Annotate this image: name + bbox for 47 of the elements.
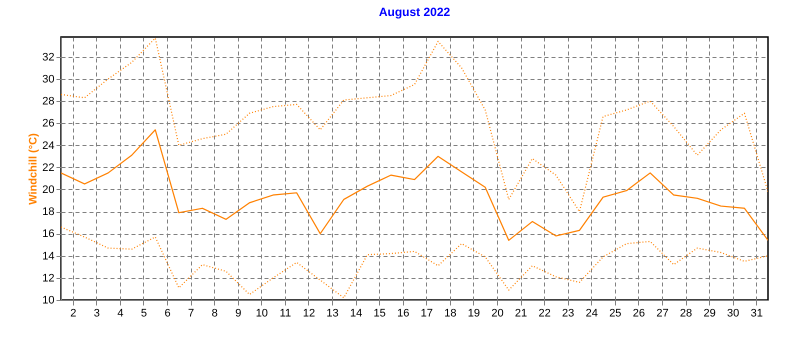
x-tick-label: 12 xyxy=(302,308,316,320)
x-tick-label: 25 xyxy=(609,308,622,320)
line-series xyxy=(61,129,768,241)
y-tick-label: 18 xyxy=(42,206,54,218)
y-tick-label: 20 xyxy=(42,184,54,196)
x-tick-label: 30 xyxy=(727,308,740,320)
y-axis-title: Windchill (°C) xyxy=(27,132,40,205)
y-tick-label: 10 xyxy=(42,294,54,306)
line-series xyxy=(61,226,768,298)
y-tick-label: 24 xyxy=(42,140,54,152)
y-tick-label: 12 xyxy=(42,272,54,284)
y-tick-label: 32 xyxy=(42,51,54,64)
x-tick-label: 15 xyxy=(374,308,386,320)
x-tick-label: 6 xyxy=(164,308,171,320)
y-tick-label: 14 xyxy=(42,250,54,262)
x-tick-label: 7 xyxy=(188,308,194,320)
y-tick-label: 30 xyxy=(42,73,54,86)
x-tick-label: 4 xyxy=(117,308,124,320)
x-tick-label: 21 xyxy=(514,308,528,320)
x-tick-label: 3 xyxy=(94,308,100,320)
y-tick-label: 16 xyxy=(42,228,54,240)
x-tick-label: 28 xyxy=(680,308,692,320)
x-tick-label: 27 xyxy=(656,308,669,320)
x-tick-label: 24 xyxy=(586,308,598,320)
x-tick-label: 20 xyxy=(491,308,504,320)
x-tick-label: 11 xyxy=(280,308,292,320)
x-tick-label: 29 xyxy=(703,308,716,320)
x-tick-label: 8 xyxy=(212,308,218,320)
x-tick-label: 16 xyxy=(397,308,410,320)
x-tick-label: 23 xyxy=(562,308,574,320)
y-tick-label: 26 xyxy=(42,118,54,130)
line-series xyxy=(61,38,768,212)
x-tick-label: 18 xyxy=(444,308,456,320)
x-tick-label: 19 xyxy=(468,308,480,320)
x-tick-label: 22 xyxy=(538,308,551,320)
y-tick-label: 22 xyxy=(42,162,54,174)
x-tick-label: 14 xyxy=(350,308,362,320)
x-tick-label: 17 xyxy=(420,308,433,320)
x-tick-label: 10 xyxy=(256,308,268,320)
x-tick-label: 31 xyxy=(750,308,763,320)
x-tick-label: 26 xyxy=(632,308,646,320)
x-tick-label: 9 xyxy=(235,308,242,320)
y-tick-label: 28 xyxy=(42,96,54,108)
x-tick-label: 2 xyxy=(70,308,76,320)
x-tick-label: 13 xyxy=(326,308,339,320)
chart-title: August 2022 xyxy=(378,5,450,19)
x-tick-label: 5 xyxy=(140,308,148,320)
